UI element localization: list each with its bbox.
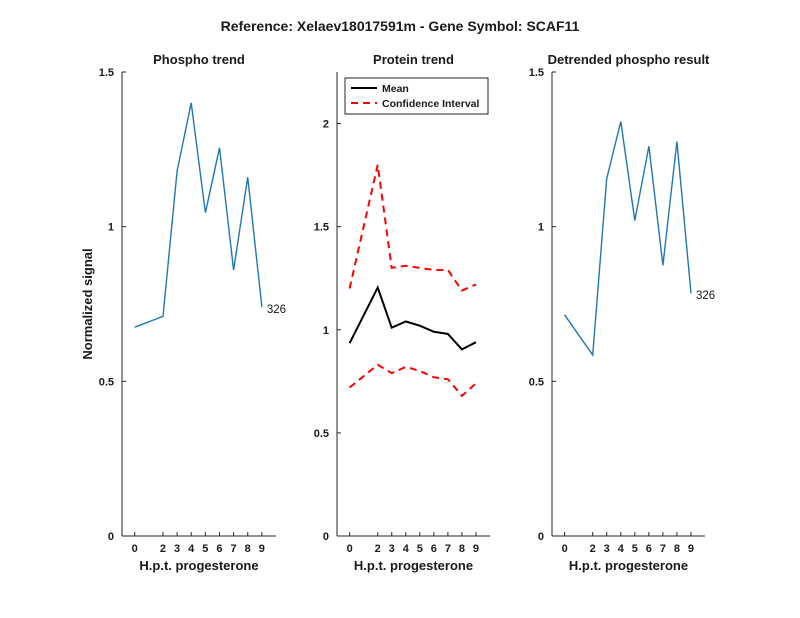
series-line-1 [564,121,692,357]
x-axis-label: H.p.t. progesterone [139,558,258,573]
series-line-1 [134,102,263,328]
x-tick-label: 8 [674,543,680,555]
legend-box [344,77,489,115]
y-tick-label: 0.5 [99,376,114,388]
legend: Mean Confidence Interval [344,77,489,115]
x-tick-label: 3 [604,543,610,555]
x-tick-label: 5 [417,543,423,555]
y-tick-label: 0 [538,531,544,543]
x-tick-label: 3 [389,543,395,555]
series-line-mean [348,284,477,351]
y-tick-label: 0 [323,531,329,543]
x-tick-label: 2 [375,543,381,555]
x-tick-label: 4 [403,543,410,555]
x-tick-label: 3 [174,543,180,555]
x-tick-label: 9 [473,543,479,555]
x-tick-label: 8 [245,543,251,555]
series-line-confidence-interval [348,164,477,292]
x-tick-label: 0 [132,543,138,555]
x-tick-label: 4 [618,543,625,555]
y-tick-label: 1 [108,222,114,234]
x-tick-label: 0 [347,543,353,555]
y-tick-label: 0.5 [529,376,544,388]
legend-label: Confidence Interval [382,98,480,110]
x-tick-label: 9 [688,543,694,555]
y-tick-label: 0.5 [314,428,329,440]
x-tick-label: 7 [445,543,451,555]
panel-title: Protein trend [373,52,454,67]
x-tick-label: 8 [459,543,465,555]
x-tick-label: 6 [431,543,437,555]
x-tick-label: 7 [660,543,666,555]
figure-title: Reference: Xelaev18017591m - Gene Symbol… [221,18,580,34]
y-tick-label: 1.5 [99,67,114,79]
x-tick-label: 0 [562,543,568,555]
x-tick-label: 4 [188,543,195,555]
x-tick-label: 5 [632,543,638,555]
panel-title: Phospho trend [153,52,245,67]
x-tick-label: 9 [259,543,265,555]
y-tick-label: 2 [323,119,329,131]
chart-panel-1: Phospho trend 0 0.5 1 1.5 0 2 3 4 5 6 7 8 9H.p.t. pro… [80,52,286,573]
x-tick-label: 2 [160,543,166,555]
x-tick-label: 5 [202,543,208,555]
x-tick-label: 2 [590,543,596,555]
legend-label: Mean [382,83,409,95]
y-tick-label: 1.5 [314,222,329,234]
y-tick-label: 1.5 [529,67,544,79]
panel-title: Detrended phospho result [548,52,710,67]
y-tick-label: 1 [323,325,329,337]
x-axis-label: H.p.t. progesterone [354,558,473,573]
x-tick-label: 6 [216,543,222,555]
y-tick-label: 1 [538,222,544,234]
series-line-3 [348,363,477,398]
series-end-label: 326 [696,290,715,302]
x-tick-label: 6 [646,543,652,555]
y-tick-label: 0 [108,531,114,543]
x-axis-label: H.p.t. progesterone [569,558,688,573]
series-end-label: 326 [267,304,286,316]
x-tick-label: 7 [231,543,237,555]
chart-panel-3: Detrended phospho result 0 0.5 1 1.5 0 2 3 4 5 6 7 8… [529,52,715,573]
y-axis-label: Normalized signal [80,248,95,359]
